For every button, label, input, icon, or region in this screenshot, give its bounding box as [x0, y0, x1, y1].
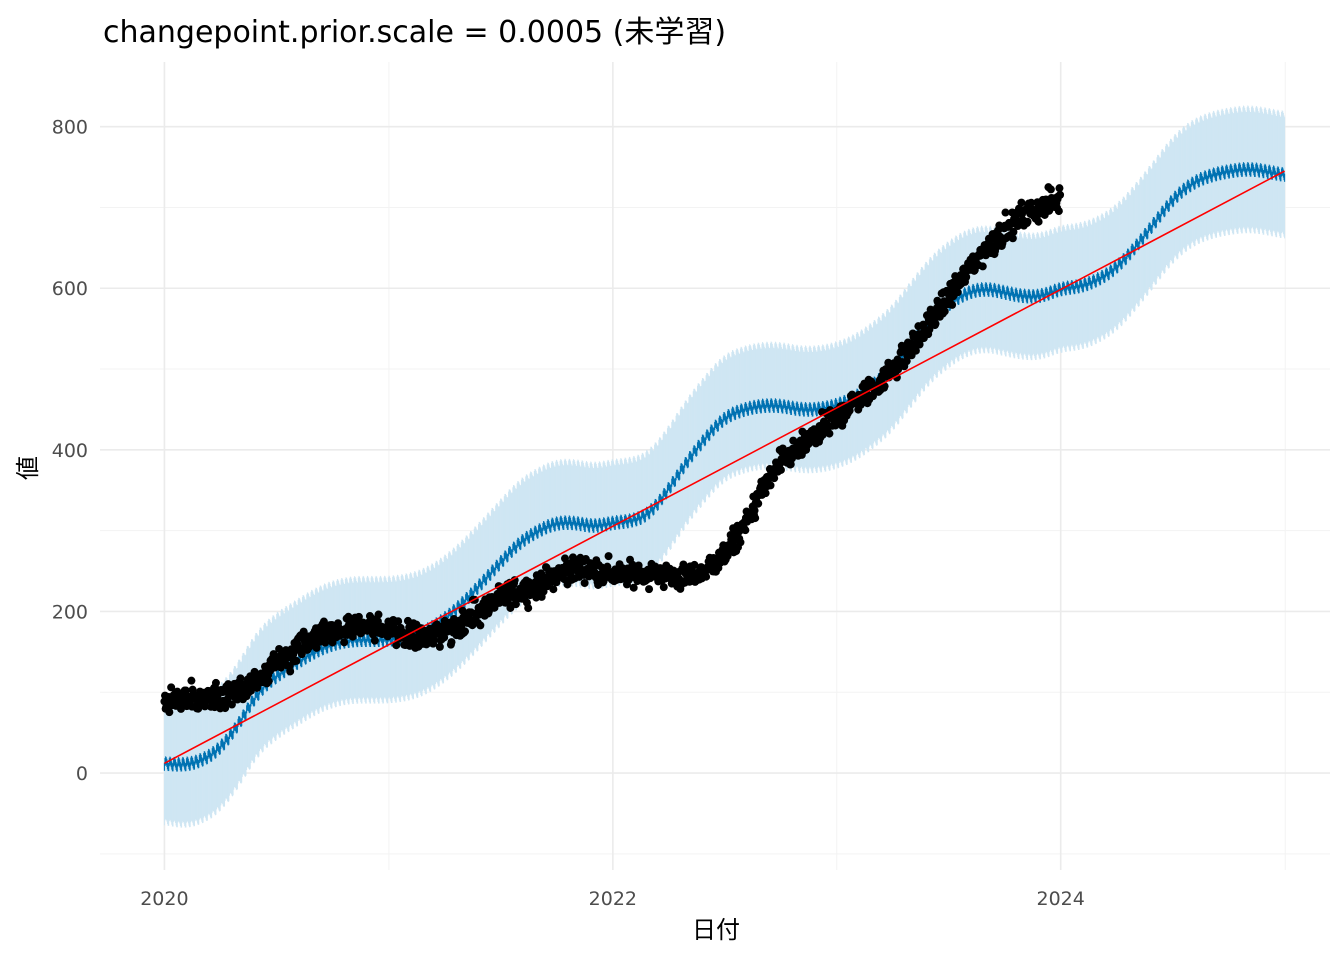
observed-point	[741, 526, 750, 535]
observed-point	[246, 686, 255, 695]
observed-point	[770, 474, 779, 483]
observed-point	[392, 641, 401, 650]
observed-point	[953, 288, 962, 297]
observed-point	[476, 621, 485, 630]
observed-point	[374, 610, 383, 619]
observed-point	[604, 552, 613, 561]
observed-point	[511, 600, 520, 609]
observed-point	[962, 272, 971, 281]
observed-point	[286, 667, 295, 676]
observed-point	[659, 583, 668, 592]
observed-point	[354, 612, 363, 621]
observed-point	[911, 346, 920, 355]
observed-point	[211, 678, 220, 687]
observed-point	[524, 604, 533, 613]
observed-point	[629, 583, 638, 592]
observed-point	[227, 700, 236, 709]
observed-point	[580, 579, 589, 588]
observed-point	[690, 560, 699, 569]
observed-point	[312, 643, 321, 652]
observed-point	[645, 585, 654, 594]
observed-point	[931, 319, 940, 328]
observed-point	[394, 617, 403, 626]
observed-point	[634, 561, 643, 570]
observed-point	[603, 562, 612, 571]
observed-point	[236, 674, 245, 683]
observed-point	[723, 552, 732, 561]
observed-point	[181, 686, 190, 695]
observed-points	[160, 183, 1065, 717]
observed-point	[948, 300, 957, 309]
observed-point	[549, 585, 558, 594]
observed-point	[321, 638, 330, 647]
observed-point	[340, 638, 349, 647]
observed-point	[825, 429, 834, 438]
observed-point	[776, 465, 785, 474]
observed-point	[510, 576, 519, 585]
observed-point	[736, 538, 745, 547]
observed-point	[221, 704, 230, 713]
observed-point	[440, 633, 449, 642]
observed-point	[751, 514, 760, 523]
observed-point	[187, 676, 196, 685]
observed-point	[761, 489, 770, 498]
observed-point	[200, 702, 209, 711]
observed-point	[165, 708, 174, 717]
observed-point	[766, 481, 775, 490]
observed-point	[292, 656, 301, 665]
observed-point	[429, 636, 438, 645]
observed-point	[754, 499, 763, 508]
observed-point	[789, 436, 798, 445]
observed-point	[435, 642, 444, 651]
observed-point	[264, 677, 273, 686]
observed-point	[370, 636, 379, 645]
chart-title: changepoint.prior.scale = 0.0005 (未学習)	[103, 15, 726, 50]
observed-point	[915, 340, 924, 349]
observed-point	[167, 683, 176, 692]
observed-point	[940, 307, 949, 316]
observed-point	[447, 638, 456, 647]
observed-point	[461, 627, 470, 636]
observed-point	[750, 506, 759, 515]
observed-point	[702, 572, 711, 581]
